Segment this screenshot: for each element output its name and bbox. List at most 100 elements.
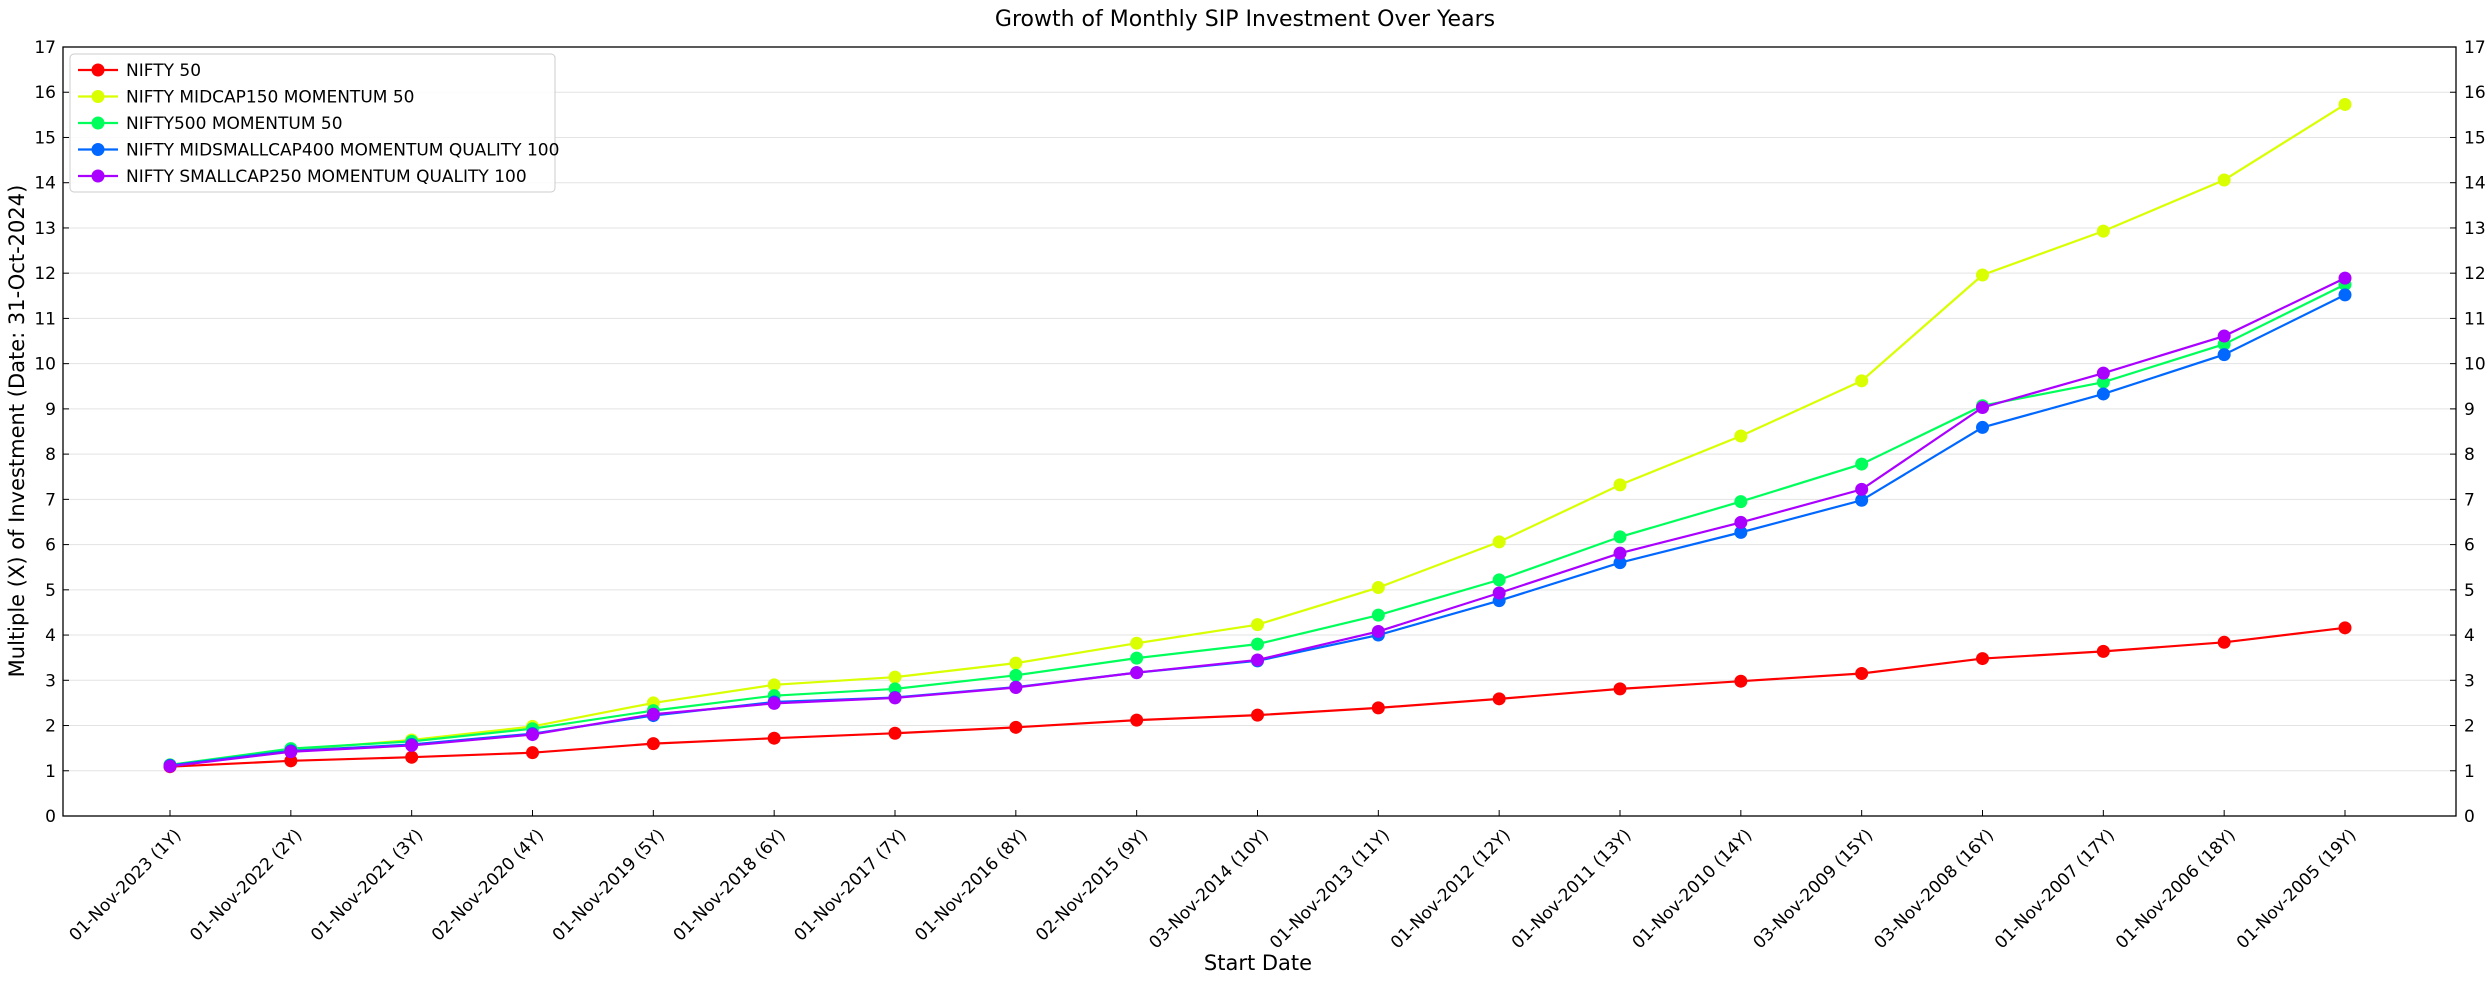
- data-point: [1976, 401, 1989, 415]
- series-line: [169, 283, 2346, 766]
- y-tick-label-right: 6: [2464, 536, 2475, 556]
- x-tick-label: 02-Nov-2015 (9Y): [1032, 825, 1152, 945]
- data-point: [646, 737, 660, 751]
- data-point: [1009, 720, 1023, 734]
- legend-marker: [91, 63, 105, 77]
- data-point: [888, 691, 902, 705]
- x-tick-label: 01-Nov-2016 (8Y): [911, 825, 1031, 945]
- legend-label: NIFTY MIDCAP150 MOMENTUM 50: [126, 88, 414, 108]
- x-tick-label: 01-Nov-2012 (12Y): [1387, 825, 1515, 953]
- y-tick-label-left: 11: [34, 309, 56, 329]
- y-tick-label-left: 13: [34, 219, 56, 239]
- data-point: [1371, 624, 1385, 638]
- x-tick-label: 01-Nov-2023 (1Y): [65, 825, 185, 945]
- legend-item: NIFTY 50: [78, 61, 201, 81]
- y-tick-label-left: 17: [34, 38, 56, 58]
- legend-item: NIFTY500 MOMENTUM 50: [78, 114, 343, 134]
- legend-marker: [91, 169, 105, 183]
- data-point: [1492, 692, 1506, 706]
- data-point: [1613, 556, 1627, 570]
- data-point: [1251, 708, 1264, 722]
- data-point: [1734, 515, 1748, 529]
- data-point: [405, 750, 419, 764]
- data-point: [1130, 666, 1144, 680]
- data-point: [1130, 651, 1144, 665]
- y-tick-label-right: 4: [2464, 626, 2475, 646]
- data-point: [767, 678, 781, 692]
- plot-area-frame: [62, 46, 2457, 817]
- y-tick-label-left: 0: [45, 807, 56, 827]
- data-point: [2217, 173, 2231, 187]
- data-point: [1855, 374, 1869, 388]
- x-tick-label: 01-Nov-2005 (19Y): [2233, 825, 2361, 953]
- y-tick-label-left: 6: [45, 536, 56, 556]
- data-point: [1734, 429, 1748, 443]
- y-tick-label-left: 16: [34, 83, 56, 103]
- data-point: [1130, 713, 1144, 727]
- legend-label: NIFTY500 MOMENTUM 50: [126, 114, 343, 134]
- data-point: [2096, 375, 2110, 389]
- y-tick-label-right: 13: [2464, 219, 2486, 239]
- data-point: [284, 745, 298, 759]
- data-point: [526, 728, 539, 742]
- x-tick-label: 02-Nov-2020 (4Y): [428, 825, 548, 945]
- data-point: [405, 738, 419, 752]
- data-point: [2338, 271, 2352, 285]
- legend-box: [69, 53, 556, 193]
- series-3: [163, 277, 2352, 772]
- data-point: [163, 759, 177, 773]
- y-tick-label-left: 7: [45, 490, 56, 510]
- data-point: [767, 731, 781, 745]
- data-point: [646, 707, 660, 721]
- y-tick-label-right: 0: [2464, 807, 2475, 827]
- legend-item: NIFTY MIDCAP150 MOMENTUM 50: [78, 88, 414, 108]
- y-tick-label-left: 12: [34, 264, 56, 284]
- legend-label: NIFTY SMALLCAP250 MOMENTUM QUALITY 100: [126, 167, 527, 187]
- data-point: [2338, 288, 2352, 302]
- data-point: [1009, 668, 1023, 682]
- y-tick-label-left: 10: [34, 355, 56, 375]
- data-point: [1371, 608, 1385, 622]
- x-tick-label: 03-Nov-2008 (16Y): [1870, 825, 1998, 953]
- series-line: [169, 293, 2346, 767]
- data-point: [1251, 618, 1264, 632]
- y-tick-label-right: 9: [2464, 400, 2475, 420]
- x-tick-label: 01-Nov-2006 (18Y): [2112, 825, 2240, 953]
- y-tick-label-right: 1: [2464, 762, 2475, 782]
- data-point: [284, 754, 298, 768]
- y-tick-label-right: 3: [2464, 671, 2475, 691]
- series-4: [163, 288, 2352, 772]
- data-point: [1855, 482, 1869, 496]
- y-tick-label-right: 7: [2464, 490, 2475, 510]
- y-tick-label-right: 15: [2464, 128, 2486, 148]
- legend-label: NIFTY 50: [126, 61, 201, 81]
- data-point: [767, 696, 781, 710]
- data-point: [2096, 387, 2110, 401]
- y-tick-label-left: 4: [45, 626, 56, 646]
- data-point: [2338, 621, 2352, 635]
- data-point: [1976, 268, 1989, 282]
- y-tick-label-right: 12: [2464, 264, 2486, 284]
- y-tick-label-right: 16: [2464, 83, 2486, 103]
- x-tick-label: 01-Nov-2010 (14Y): [1629, 825, 1757, 953]
- data-point: [1371, 581, 1385, 595]
- y-tick-label-right: 8: [2464, 445, 2475, 465]
- data-point: [888, 670, 902, 684]
- data-point: [1371, 701, 1385, 715]
- data-point: [1855, 457, 1869, 471]
- data-point: [1009, 681, 1023, 695]
- data-point: [1251, 653, 1264, 667]
- y-tick-label-right: 14: [2464, 174, 2486, 194]
- legend-item: NIFTY SMALLCAP250 MOMENTUM QUALITY 100: [78, 167, 527, 187]
- legend-marker: [91, 90, 105, 103]
- x-tick-label: 01-Nov-2021 (3Y): [307, 825, 427, 945]
- data-point: [1613, 682, 1627, 696]
- x-tick-label: 01-Nov-2018 (6Y): [670, 825, 790, 945]
- y-tick-label-right: 10: [2464, 355, 2486, 375]
- chart-title: Growth of Monthly SIP Investment Over Ye…: [995, 7, 1495, 32]
- data-point: [888, 726, 902, 740]
- data-point: [1976, 420, 1989, 434]
- data-point: [1855, 667, 1869, 681]
